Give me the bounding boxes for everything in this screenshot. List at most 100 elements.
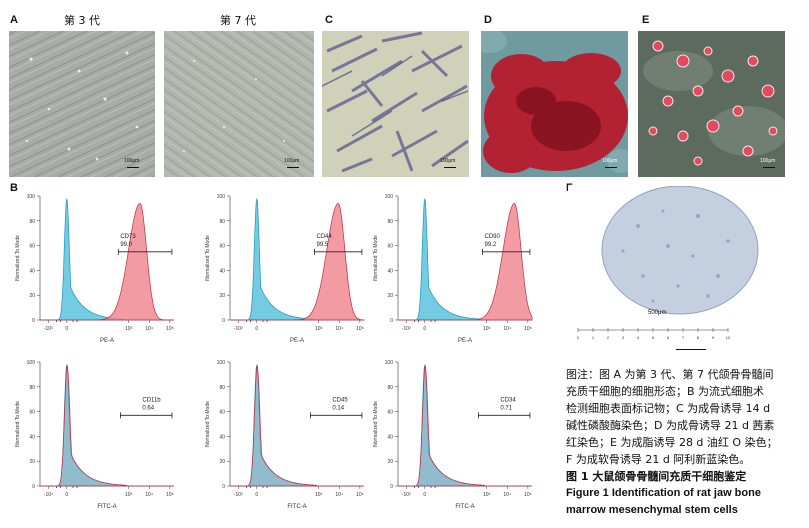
caption-line: F 为成软骨诱导 21 d 阿利新蓝染色。 (566, 453, 751, 466)
y-tick-label: 80 (219, 219, 225, 225)
x-axis-label: FITC-A (455, 504, 474, 510)
y-tick-label: 0 (390, 484, 393, 490)
ruler-tick-label: 10 (726, 335, 731, 340)
x-tick-label: 10³ (125, 492, 133, 498)
scale-label-d: 100μm (602, 158, 618, 164)
x-tick-label: 10³ (315, 492, 323, 498)
percent-label: 0.71 (500, 405, 512, 411)
micrograph-alp-image (322, 31, 469, 177)
x-axis-label: PE-A (458, 338, 472, 344)
caption-line: 图注：图 A 为第 3 代、第 7 代颌骨骨髓间 (566, 368, 774, 381)
y-tick-label: 40 (219, 434, 225, 440)
y-tick-label: 100 (385, 360, 394, 366)
x-axis-label: PE-A (290, 338, 304, 344)
flow-histogram-cd11b: 0 20 40 60 80 100 -10³ 0 10³ 10⁴ 10⁵ FITC-A Normaliz… (15, 360, 174, 510)
marker-label: CD34 (500, 397, 516, 403)
y-tick-label: 0 (32, 318, 35, 324)
x-tick-label: 10⁵ (356, 492, 364, 498)
ruler-tick-label: 0 (577, 335, 580, 340)
stained-histogram (40, 365, 174, 487)
x-axis-label: FITC-A (97, 504, 116, 510)
y-tick-label: 0 (390, 318, 393, 324)
ruler-tick-label: 1 (592, 335, 595, 340)
scale-label-e: 100μm (760, 158, 776, 164)
x-tick-label: 10⁴ (503, 326, 511, 332)
x-tick-label: 0 (255, 492, 258, 498)
marker-label: CD44 (317, 234, 333, 240)
scale-label-f: 500μm (648, 310, 667, 316)
ruler-tick-label: 5 (652, 335, 655, 340)
x-tick-label: 10³ (483, 326, 491, 332)
y-tick-label: 0 (222, 318, 225, 324)
y-tick-label: 80 (387, 219, 393, 225)
scale-label-a7: 100μm (284, 158, 300, 164)
marker-label: CD73 (120, 234, 136, 240)
ruler-tick-label: 3 (622, 335, 625, 340)
x-tick-label: 0 (423, 326, 426, 332)
scale-bar-f (676, 349, 706, 350)
y-tick-label: 40 (387, 434, 393, 440)
y-tick-label: 20 (387, 293, 393, 299)
panel-label-e: E (642, 14, 650, 26)
marker-label: CD90 (485, 234, 501, 240)
y-tick-label: 100 (385, 194, 394, 200)
x-tick-label: 0 (65, 492, 68, 498)
micrograph-alcian-image: 0 1 2 3 4 5 6 7 8 9 10 (568, 186, 772, 352)
micrograph-passage-7-image (164, 31, 314, 177)
flow-histogram-cd45: 0 20 40 60 80 100 -10³ 0 10³ 10⁴ 10⁵ FITC-A Normaliz… (205, 360, 364, 510)
x-axis-label: FITC-A (287, 504, 306, 510)
x-tick-label: -10³ (402, 492, 411, 498)
y-tick-label: 100 (27, 360, 36, 366)
y-tick-label: 80 (219, 385, 225, 391)
y-tick-label: 60 (387, 410, 393, 416)
scale-bar-c (444, 167, 456, 168)
y-tick-label: 40 (387, 268, 393, 274)
flow-histogram-cd44: 0 20 40 60 80 100 -10³ 0 10³ 10⁴ 10⁵ PE-A Normalized… (205, 194, 365, 344)
flow-histogram-cd34: 0 20 40 60 80 100 -10³ 0 10³ 10⁴ 10⁵ FITC-A Normaliz… (373, 360, 532, 510)
x-tick-label: 0 (65, 326, 68, 332)
x-tick-label: 10⁵ (524, 326, 532, 332)
scale-bar-a3 (127, 167, 139, 168)
flow-histogram-cd73: 0 20 40 60 80 100 -10³ 0 10³ 10⁴ 10⁵ PE-A Normalized… (15, 194, 174, 344)
percent-label: 0.64 (142, 405, 154, 411)
x-tick-label: 10⁴ (145, 326, 153, 332)
ruler-tick-label: 7 (682, 335, 685, 340)
ruler-tick-label: 2 (607, 335, 610, 340)
y-tick-label: 20 (29, 293, 35, 299)
y-tick-label: 80 (29, 385, 35, 391)
stained-histogram (40, 203, 174, 321)
figure-title-en: Figure 1 Identification of rat jaw bone (566, 487, 761, 499)
micrograph-passage-7 (164, 31, 314, 177)
caption-line: 红染色；E 为成脂诱导 28 d 油红 O 染色； (566, 436, 778, 449)
control-histogram (40, 364, 174, 487)
y-tick-label: 20 (29, 459, 35, 465)
x-tick-label: 10³ (483, 492, 491, 498)
panel-label-a: A (10, 14, 18, 26)
y-tick-label: 60 (29, 410, 35, 416)
y-tick-label: 40 (219, 268, 225, 274)
control-histogram (230, 364, 364, 487)
y-tick-label: 100 (27, 194, 36, 200)
micrograph-alcian-blue: 0 1 2 3 4 5 6 7 8 9 10 (568, 186, 772, 352)
stained-histogram (230, 203, 365, 321)
marker-label: CD11b (142, 397, 161, 403)
x-tick-label: 10⁴ (335, 492, 343, 498)
x-tick-label: 10⁵ (166, 326, 174, 332)
micrograph-alizarin-red (481, 31, 628, 177)
x-tick-label: -10³ (44, 326, 53, 332)
x-tick-label: -10³ (44, 492, 53, 498)
y-tick-label: 20 (219, 459, 225, 465)
y-axis-label: Normalized To Mode (15, 401, 21, 447)
y-axis-label: Normalized To Mode (205, 401, 211, 447)
figure-title-cn: 图 1 大鼠颌骨骨髓间充质干细胞鉴定 (566, 470, 747, 483)
panel-label-c: C (325, 14, 333, 26)
y-tick-label: 100 (217, 194, 226, 200)
scale-bar-a7 (287, 167, 299, 168)
y-tick-label: 20 (387, 459, 393, 465)
x-tick-label: 10³ (125, 326, 133, 332)
y-tick-label: 60 (387, 244, 393, 250)
micrograph-oil-red-o (638, 31, 785, 177)
y-tick-label: 60 (29, 244, 35, 250)
micrograph-oil-red-image (638, 31, 785, 177)
caption-line: 碱性磷酸酶染色；D 为成骨诱导 21 d 茜素 (566, 419, 775, 432)
